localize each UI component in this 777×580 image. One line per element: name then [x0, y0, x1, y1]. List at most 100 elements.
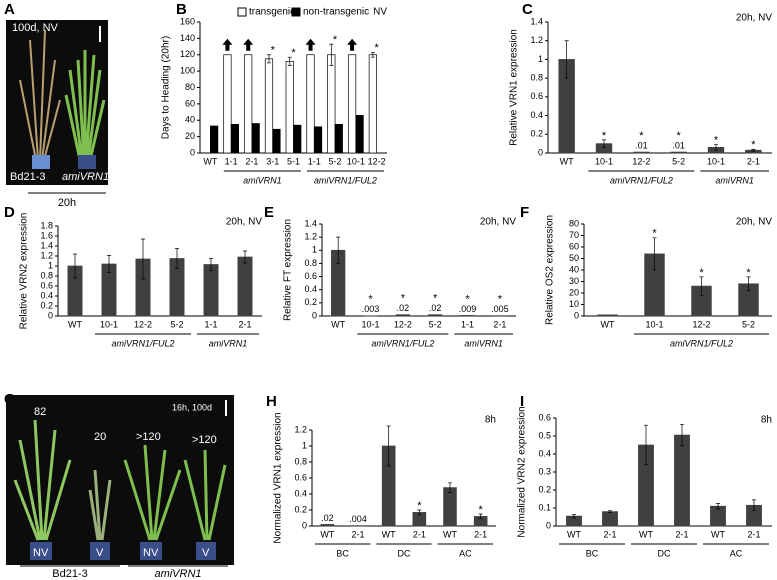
significance-label: *: [746, 267, 751, 279]
bar: [674, 434, 690, 527]
significance-label: *: [368, 294, 373, 306]
bar: [203, 264, 219, 317]
significance-label: *: [602, 130, 607, 142]
photo-caption: amiVRN1: [154, 568, 201, 580]
significance-label: *: [479, 504, 484, 516]
significance-label: *: [291, 47, 296, 59]
x-tick-label: WT: [382, 529, 396, 539]
bar: [223, 54, 232, 154]
x-tick-label: 5-2: [329, 156, 342, 166]
plant-illustration: [19, 26, 106, 169]
bar: [293, 124, 302, 154]
x-tick-label: 10-1: [595, 156, 613, 166]
arrow: [222, 38, 233, 51]
y-tick-label: 100: [180, 66, 195, 76]
error-bar: [448, 482, 452, 493]
error-bar: [478, 513, 483, 520]
error-bar: [608, 510, 612, 513]
y-tick-label: 0.4: [294, 488, 307, 498]
value-label: .01: [635, 140, 648, 150]
significance-label: *: [751, 139, 756, 151]
group-label: amiVRN1: [209, 338, 248, 348]
y-tick-label: 0.6: [530, 91, 543, 101]
y-tick-label: 1.6: [40, 230, 53, 240]
y-axis-label: Days to Heading (20hr): [161, 36, 172, 139]
y-tick-label: 1.4: [304, 218, 317, 228]
significance-label: *: [271, 45, 276, 57]
x-tick-label: 1-1: [308, 156, 321, 166]
y-tick-label: 0.2: [530, 129, 543, 139]
bar: [460, 315, 475, 317]
error-bar: [746, 276, 751, 292]
y-axis-label: Relative VRN1 expression: [509, 29, 520, 146]
x-tick-label: WT: [639, 529, 653, 539]
annotation: NV: [373, 7, 387, 18]
error-bar: [716, 503, 720, 510]
x-tick-label: WT: [567, 529, 581, 539]
arrow: [347, 38, 358, 51]
error-bar: [175, 248, 179, 269]
x-tick-label: 5-2: [170, 319, 183, 329]
photo-label: V: [202, 547, 210, 559]
x-tick-label: 1-1: [461, 319, 474, 329]
x-tick-label: 12-2: [368, 156, 386, 166]
x-tick-label: 1-1: [204, 319, 217, 329]
y-tick-label: 0.6: [538, 412, 551, 422]
error-bar: [386, 425, 391, 467]
x-tick-label: 12-2: [394, 319, 412, 329]
bar: [443, 487, 457, 527]
y-tick-label: 30: [569, 276, 579, 286]
photo-label: 20: [94, 431, 106, 443]
y-tick-label: 0: [574, 310, 579, 320]
x-tick-label: 10-1: [361, 319, 379, 329]
significance-label: *: [417, 500, 422, 512]
group-label: BC: [336, 548, 349, 558]
y-tick-label: 0.2: [294, 504, 307, 514]
group-label: BC: [586, 548, 599, 558]
x-tick-label: 2-1: [238, 319, 251, 329]
x-tick-label: WT: [331, 319, 345, 329]
photo-label: Bd21-3: [10, 171, 45, 183]
legend-label: non-transgenic: [303, 7, 369, 18]
y-tick-label: 10: [569, 299, 579, 309]
significance-label: *: [401, 293, 406, 305]
bar: [348, 54, 357, 154]
photo-label: 100d, NV: [12, 22, 59, 34]
bar: [306, 54, 315, 154]
y-axis-label: Normalized VRN2 expression: [517, 406, 528, 537]
significance-label: *: [374, 42, 379, 54]
group-label: amiVRN1/FUL2: [314, 175, 377, 185]
bar: [251, 123, 260, 154]
group-label: amiVRN1/FUL2: [111, 338, 174, 348]
y-tick-label: 140: [180, 33, 195, 43]
panel-letter: D: [4, 204, 15, 221]
bar: [355, 114, 364, 154]
y-tick-label: 0: [48, 310, 53, 320]
x-tick-label: 10-1: [100, 319, 118, 329]
y-axis-label: Relative FT expression: [283, 219, 294, 321]
y-axis-label: Relative OS2 expression: [545, 215, 556, 325]
value-label: .003: [362, 304, 380, 314]
y-tick-label: 1: [538, 54, 543, 64]
group-label: amiVRN1/FUL2: [610, 175, 673, 185]
y-tick-label: 1: [312, 245, 317, 255]
panel-letter: E: [264, 204, 274, 221]
bar: [285, 60, 294, 154]
x-tick-label: 2-1: [474, 529, 487, 539]
group-label: DC: [658, 548, 671, 558]
legend-swatch: [237, 7, 247, 17]
x-tick-label: 10-1: [707, 156, 725, 166]
photo-label: V: [96, 547, 104, 559]
y-tick-label: 20: [569, 287, 579, 297]
group-label: amiVRN1/FUL2: [670, 338, 733, 348]
bar: [244, 54, 253, 154]
y-tick-label: 0: [190, 147, 195, 157]
y-tick-label: 0.2: [304, 297, 317, 307]
error-bar: [644, 424, 648, 466]
group-label: AC: [459, 548, 472, 558]
y-tick-label: 20: [185, 131, 195, 141]
y-tick-label: 70: [569, 230, 579, 240]
error-bar: [141, 238, 145, 280]
y-tick-label: 1.4: [40, 240, 53, 250]
